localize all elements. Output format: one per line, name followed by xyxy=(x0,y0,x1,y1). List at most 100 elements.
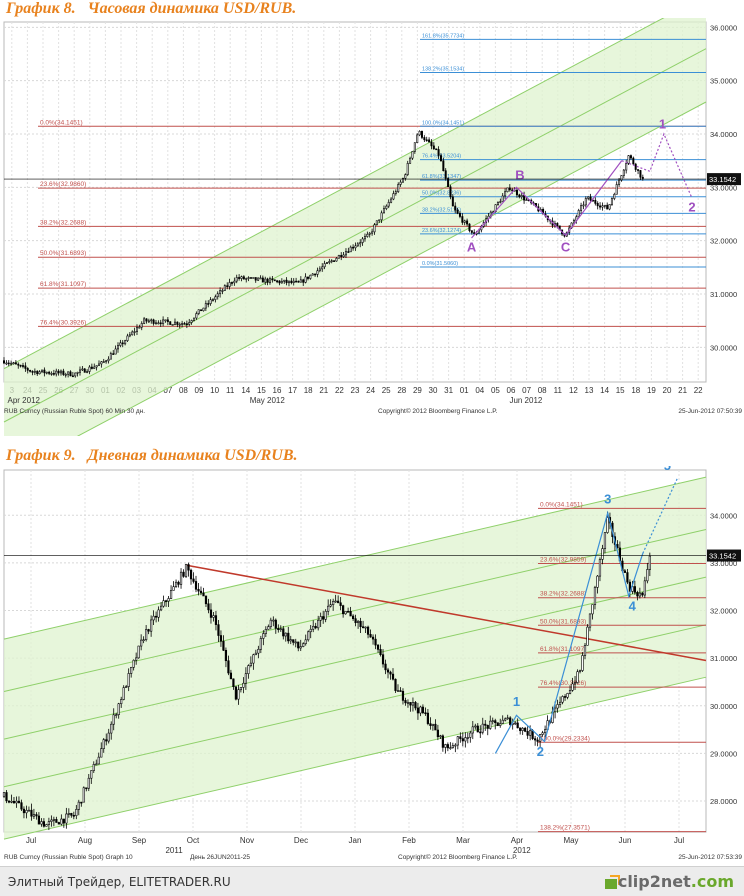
chart8-candle-body xyxy=(584,198,587,206)
chart9-candle-body xyxy=(491,720,494,722)
chart9-candle-body xyxy=(404,700,407,704)
chart9-candle-body xyxy=(82,787,85,803)
chart8-candle-body xyxy=(259,277,262,280)
chart9-candle-body xyxy=(40,821,43,825)
chart9-candle-body xyxy=(147,629,150,632)
chart9-candle-body xyxy=(322,616,325,620)
chart8-candle-body xyxy=(432,145,435,150)
chart8-candle-body xyxy=(435,148,438,151)
chart8-candle-body xyxy=(323,263,326,268)
chart8-channel-line xyxy=(3,18,665,370)
chart8-candle-body xyxy=(399,181,402,185)
chart9-candle-body xyxy=(294,641,297,644)
chart8-candle-body xyxy=(105,360,108,363)
chart9-candle-body xyxy=(142,639,145,642)
chart8-candle-body xyxy=(406,163,409,175)
chart9-fib-red-label: 50.0%(31.6893) xyxy=(540,618,586,625)
chart9-channel-band xyxy=(4,577,706,787)
chart8-candle-body xyxy=(45,371,48,374)
footer-bar: Элитный Трейдер, ELITETRADER.RU clip2net… xyxy=(0,866,744,896)
chart9-candle-body xyxy=(524,727,527,732)
chart9-candle-body xyxy=(596,575,599,588)
chart8-x-tick-label: 22 xyxy=(694,386,703,395)
chart8-candle-body xyxy=(200,309,203,312)
chart9-candle-body xyxy=(329,604,332,607)
chart8-fib-blue-label: 161.8%(35.7734) xyxy=(422,33,464,39)
chart9-candle-body xyxy=(464,737,467,742)
chart9-candle-body xyxy=(15,800,18,804)
chart8-candle-body xyxy=(195,313,198,319)
chart8-candle-body xyxy=(425,139,428,142)
chart8-candle-body xyxy=(463,220,466,223)
chart9-candle-body xyxy=(436,729,439,738)
chart8-x-tick-label: 21 xyxy=(678,386,687,395)
chart8-candle-body xyxy=(140,323,143,328)
chart8-wave-projection xyxy=(621,132,693,199)
chart8-candle-body xyxy=(439,155,442,162)
chart9-candle-body xyxy=(7,800,11,803)
chart8-x-tick-label: 16 xyxy=(273,386,282,395)
chart8-y-tick-label: 35.0000 xyxy=(710,77,737,86)
chart9-candle-body xyxy=(62,818,65,824)
chart8-candle-body xyxy=(556,223,559,227)
chart8-candle-body xyxy=(5,362,8,365)
chart9-candle-body xyxy=(389,671,392,675)
chart9-candle-body xyxy=(297,641,300,649)
chart9-candle-body xyxy=(504,718,507,721)
chart9-candle-body xyxy=(646,569,649,582)
chart9-x-tick-label: Sep xyxy=(132,836,147,845)
chart9-x-tick-label: Feb xyxy=(402,836,416,845)
chart9-candle-body xyxy=(244,673,247,684)
chart9-candle-body xyxy=(277,628,280,631)
chart9-candle-body xyxy=(339,602,342,606)
chart9-last-price-tag xyxy=(707,549,741,562)
chart9-candle-body xyxy=(501,719,504,724)
chart9-candle-body xyxy=(369,634,372,638)
chart9-candle-body xyxy=(591,604,594,615)
chart8-candle-body xyxy=(185,323,188,325)
chart9-candle-body xyxy=(197,588,200,592)
chart9-wave-path xyxy=(494,510,644,754)
chart8-x-tick-label: 01 xyxy=(460,386,469,395)
chart9-candle-body xyxy=(212,615,215,618)
chart8-candle-body xyxy=(359,242,362,245)
chart8-candle-body xyxy=(107,358,110,362)
chart9-candle-body xyxy=(352,615,355,620)
chart8-candle-body xyxy=(2,360,5,364)
clip2net-logo[interactable]: clip2net.com xyxy=(618,872,734,891)
chart8-candle-body xyxy=(78,369,81,373)
chart9-candle-body xyxy=(578,670,582,672)
chart8-candle-body xyxy=(69,371,72,377)
chart8-candle-body xyxy=(121,342,124,345)
chart9-candle-body xyxy=(384,663,387,671)
chart8-candle-body xyxy=(12,362,15,365)
chart9-candle-body xyxy=(553,707,557,713)
chart9-candle-body xyxy=(159,605,163,611)
chart9-candle-body xyxy=(115,714,118,716)
chart9-x-tick-label: Mar xyxy=(456,836,470,845)
footer-source-text: Элитный Трейдер, ELITETRADER.RU xyxy=(8,875,231,889)
chart9-y-tick-label: 28.0000 xyxy=(710,797,737,806)
chart8-candle-body xyxy=(330,260,333,262)
chart8-candle-body xyxy=(344,251,347,256)
chart8-fib-red-label: 76.4%(30.3926) xyxy=(40,319,86,326)
chart8-x-tick-label: 24 xyxy=(366,386,375,395)
chart9-candle-body xyxy=(496,722,499,726)
chart8-candle-body xyxy=(378,219,381,222)
chart9-candle-body xyxy=(80,801,83,804)
chart9-channel-band xyxy=(4,624,706,840)
chart9-trend-line xyxy=(186,564,707,662)
chart9-candle-body xyxy=(45,824,48,827)
chart8-y-tick-label: 34.0000 xyxy=(710,130,737,139)
chart9-candle-body xyxy=(529,730,532,736)
chart9-wave-label: 1 xyxy=(513,694,520,709)
chart9-candle-body xyxy=(371,636,375,640)
chart8-candle-body xyxy=(385,205,388,209)
chart8-period-label: Jun 2012 xyxy=(509,396,542,405)
chart9-candle-body xyxy=(232,678,235,687)
chart8-channel-band xyxy=(4,18,706,422)
chart8-candle-body xyxy=(183,323,186,325)
chart9-candle-body xyxy=(192,578,195,582)
chart9-candle-body xyxy=(272,619,275,622)
chart8-y-tick-label: 30.0000 xyxy=(710,343,737,352)
